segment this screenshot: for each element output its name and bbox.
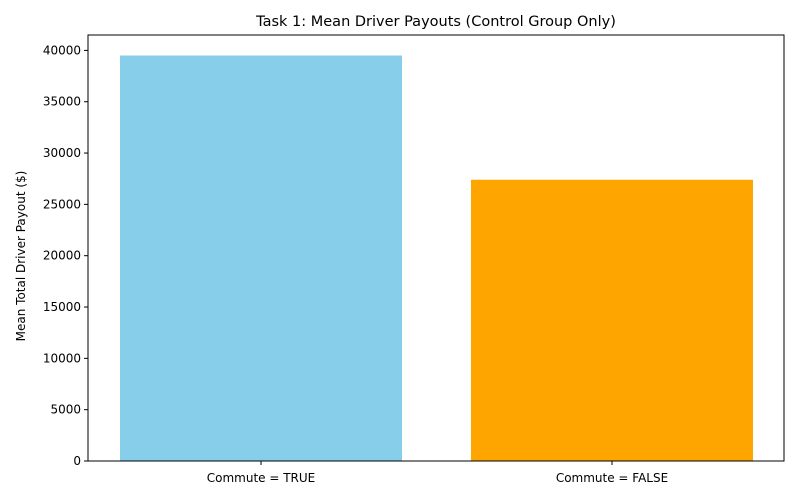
y-tick-label: 15000 xyxy=(43,300,81,314)
chart-title: Task 1: Mean Driver Payouts (Control Gro… xyxy=(255,14,616,30)
y-tick-label: 30000 xyxy=(43,146,81,160)
y-axis-ticks: 0 5000 10000 15000 20000 25000 30000 35000 40000 xyxy=(43,43,88,468)
bar-2 xyxy=(471,179,753,461)
y-tick-label: 10000 xyxy=(43,351,81,365)
x-tick-label: Commute = TRUE xyxy=(207,471,316,485)
bar-1 xyxy=(120,55,402,461)
y-tick-label: 20000 xyxy=(43,249,81,263)
y-tick-label: 5000 xyxy=(50,403,81,417)
y-axis-label: Mean Total Driver Payout ($) xyxy=(14,171,28,342)
y-tick-label: 40000 xyxy=(43,43,81,57)
bars-layer xyxy=(120,55,753,461)
y-tick-label: 25000 xyxy=(43,197,81,211)
plot-frame xyxy=(87,34,785,462)
x-tick-label: Commute = FALSE xyxy=(556,471,668,485)
y-tick-label: 35000 xyxy=(43,95,81,109)
y-tick-label: 0 xyxy=(73,454,81,468)
x-axis-ticks: Commute = TRUE Commute = FALSE xyxy=(207,461,668,485)
